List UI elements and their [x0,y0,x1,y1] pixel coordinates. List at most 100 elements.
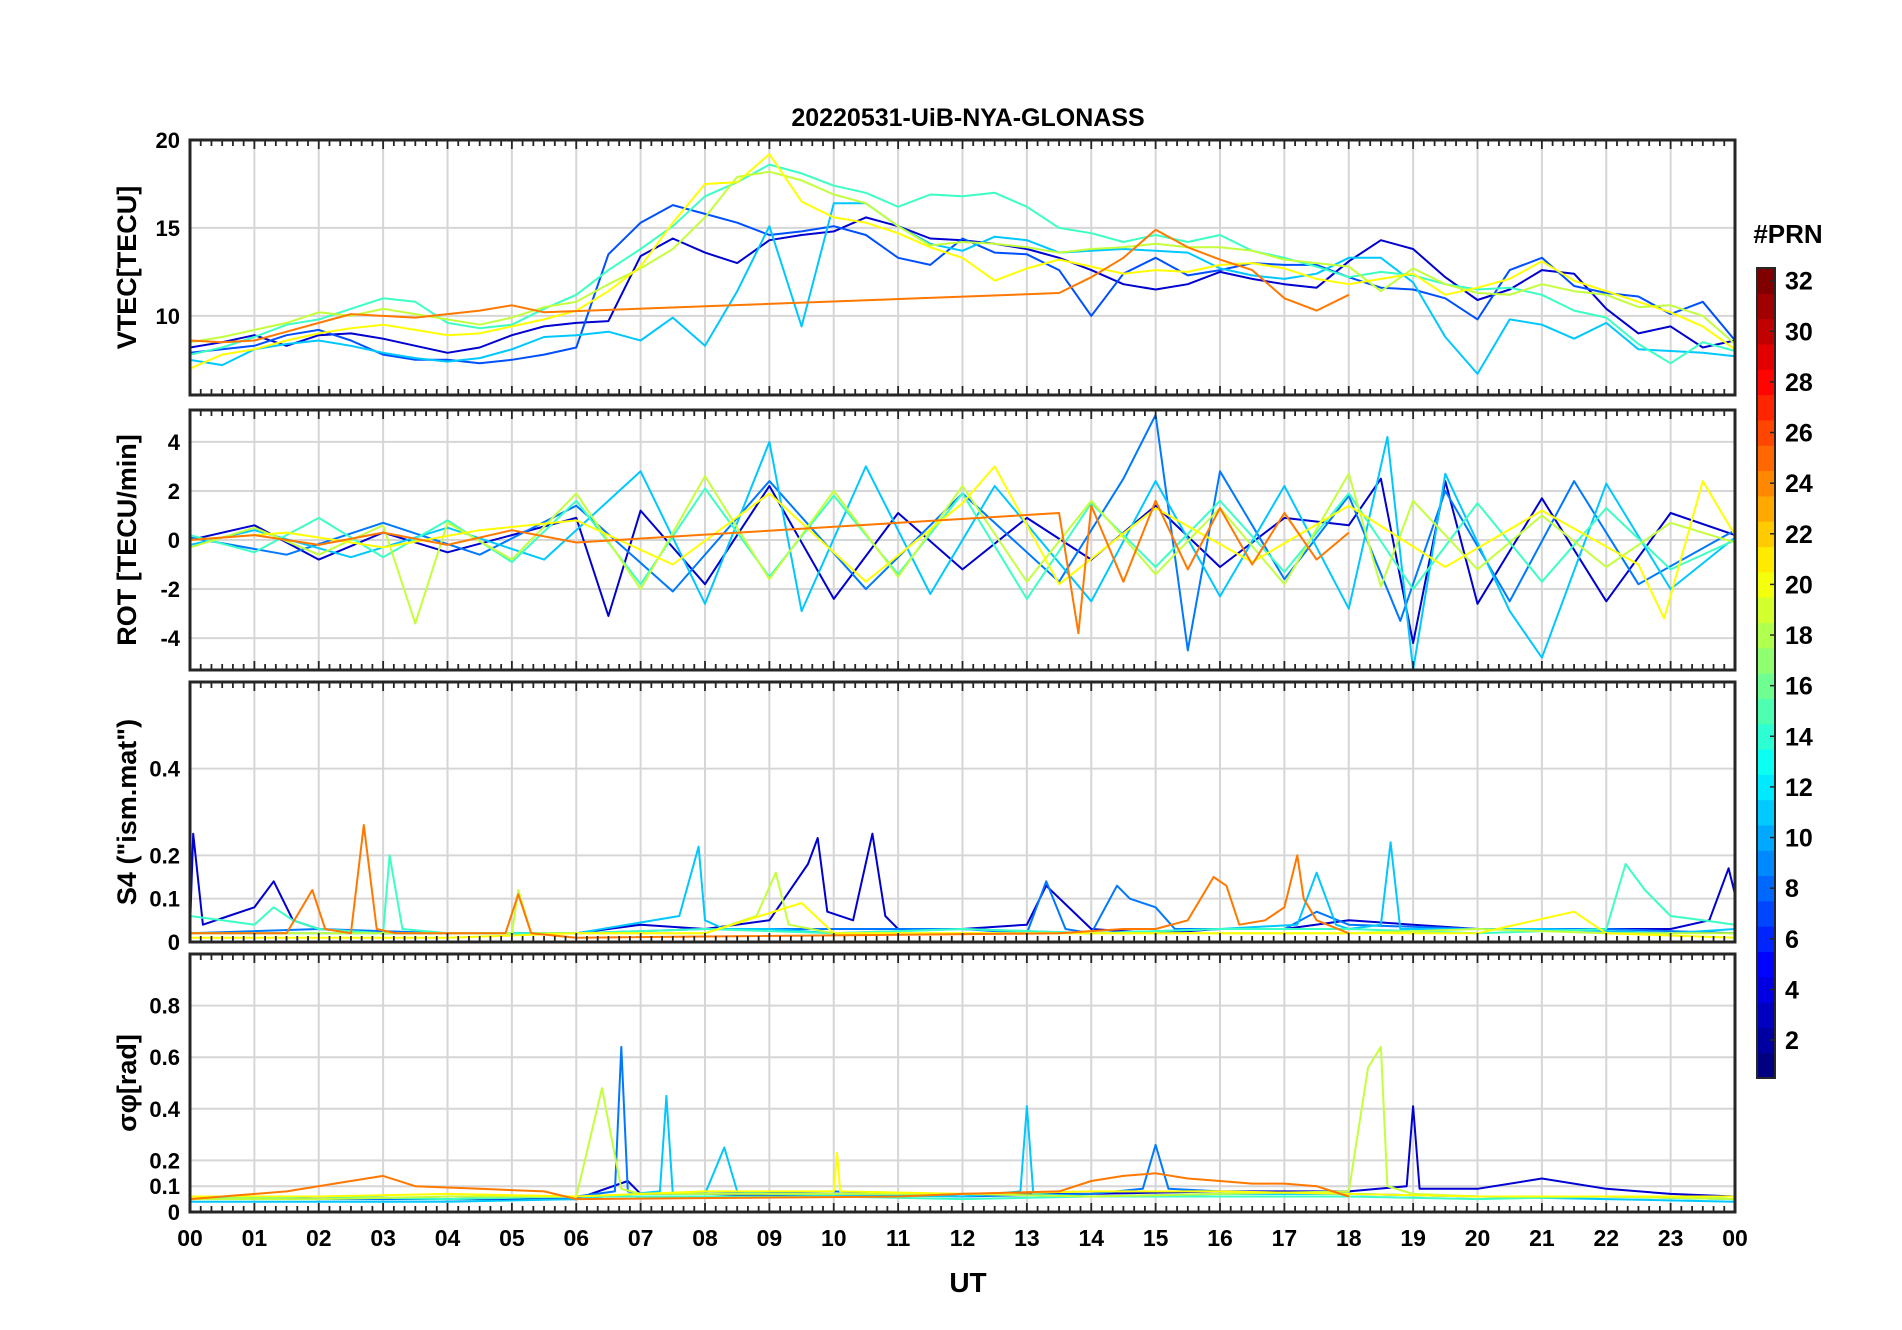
y-tick-label: -2 [160,577,180,602]
x-tick-label: 06 [563,1225,589,1251]
y-tick-label: -4 [160,626,180,651]
colorbar-segment [1757,774,1775,801]
colorbar-segment [1757,673,1775,699]
colorbar-tick-label: 30 [1785,318,1813,346]
x-tick-label: 08 [692,1225,718,1251]
colorbar-segment [1757,571,1775,598]
y-tick-label: 0.6 [149,1045,180,1070]
colorbar-segment [1757,951,1775,978]
colorbar-tick-label: 28 [1785,369,1813,397]
series-line-prn-4 [190,216,1735,354]
series-line-prn-18 [190,170,1735,345]
series-line-prn-15 [190,1195,1735,1201]
colorbar-segment [1757,445,1775,472]
colorbar-tick-label: 4 [1785,976,1799,1004]
colorbar-tick-label: 12 [1785,774,1813,802]
panel-s4: 0 0.1 0.2 0.4 S4 ("ism.mat") [112,680,1737,955]
y-tick-label: 15 [156,216,180,241]
x-tick-label: 21 [1529,1225,1555,1251]
chart-title: 20220531-UiB-NYA-GLONASS [791,104,1144,132]
x-tick-label: 11 [886,1225,911,1251]
series-line-prn-12 [190,436,1735,670]
series-group [190,153,1735,375]
y-axis-label: S4 ("ism.mat") [112,719,142,905]
axes-frame [188,138,1737,397]
colorbar-segment [1757,369,1775,396]
series-line-prn-20 [190,1151,1735,1198]
series-line-prn-7 [190,204,1735,365]
series-line-prn-15 [190,163,1735,365]
colorbar-tick-label: 20 [1785,571,1813,599]
colorbar-segment [1757,926,1775,953]
x-tick-label: 18 [1336,1225,1362,1251]
colorbar-segment [1757,268,1775,294]
x-tick-label: 09 [757,1225,783,1251]
colorbar-segment [1757,698,1775,725]
colorbar-segment [1757,1027,1775,1054]
colorbar-segment [1757,799,1775,826]
x-tick-label: 00 [1722,1225,1748,1251]
colorbar-segment [1757,850,1775,877]
x-tick-label: 07 [628,1225,654,1251]
y-tick-label: 20 [156,128,180,153]
x-tick-label: 14 [1078,1225,1104,1251]
x-tick-label: 16 [1207,1225,1233,1251]
x-tick-label: 04 [435,1225,461,1251]
series-line-prn-23 [190,824,1350,939]
series-line-prn-20 [190,153,1735,370]
colorbar-segment [1757,1002,1775,1028]
colorbar-segment [1757,976,1775,1003]
colorbar-segment [1757,748,1775,775]
series-line-prn-4 [190,477,1735,644]
y-tick-label: 0 [168,930,180,955]
colorbar-segment [1757,647,1775,674]
panel-vtec: 10 15 20 VTEC[TECU] [112,128,1737,397]
x-tick-label: 00 [177,1225,203,1251]
y-tick-label: 0.4 [149,1097,180,1122]
y-tick-label: 0.1 [149,1174,180,1199]
panel-sigma: 00.10.2 0.4 0.6 0.8 σφ[rad] [112,952,1737,1225]
colorbar-tick-label: 16 [1785,673,1813,701]
axes-frame [188,408,1737,672]
y-tick-label: 0.2 [149,1148,180,1173]
series-line-prn-23 [190,1172,1350,1201]
colorbar-tick-label: 24 [1785,470,1813,498]
colorbar-segment [1757,1052,1775,1079]
series-line-prn-20 [190,465,1735,620]
x-tick-label: 17 [1272,1225,1298,1251]
y-tick-label: 0 [168,1200,180,1225]
colorbar-segment [1757,419,1775,446]
colorbar-segment [1757,394,1775,421]
x-tick-label: 19 [1400,1225,1426,1251]
colorbar-segment [1757,597,1775,623]
colorbar-segment [1757,824,1775,851]
colorbar-segment [1757,622,1775,649]
x-tick-label: 01 [242,1225,268,1251]
colorbar-segment [1757,546,1775,573]
y-tick-label: 0.4 [149,757,180,782]
colorbar-segment [1757,875,1775,902]
colorbar-segment [1757,318,1775,345]
series-line-prn-15 [190,487,1735,600]
y-tick-label: 0.2 [149,843,180,868]
colorbar-tick-label: 18 [1785,622,1813,650]
x-tick-label: 22 [1593,1225,1619,1251]
x-tick-label: 12 [950,1225,976,1251]
colorbar-tick-label: 8 [1785,875,1799,903]
series-group [190,1045,1735,1203]
series-group [190,413,1735,670]
y-tick-label: 0 [168,528,180,553]
panel-rot: -4 -2 0 2 4 ROT [TECU/min] [112,408,1737,672]
y-tick-label: 2 [168,479,180,504]
x-tick-label: 03 [370,1225,396,1251]
y-tick-label: 0.8 [149,994,180,1019]
axes-frame [188,680,1737,944]
x-tick-label: 23 [1658,1225,1684,1251]
colorbar-frame [1756,267,1776,1079]
series-line-prn-15 [190,854,1735,935]
colorbar-title: #PRN [1753,219,1822,249]
x-tick-label: 10 [821,1225,847,1251]
colorbar-segment [1757,293,1775,320]
